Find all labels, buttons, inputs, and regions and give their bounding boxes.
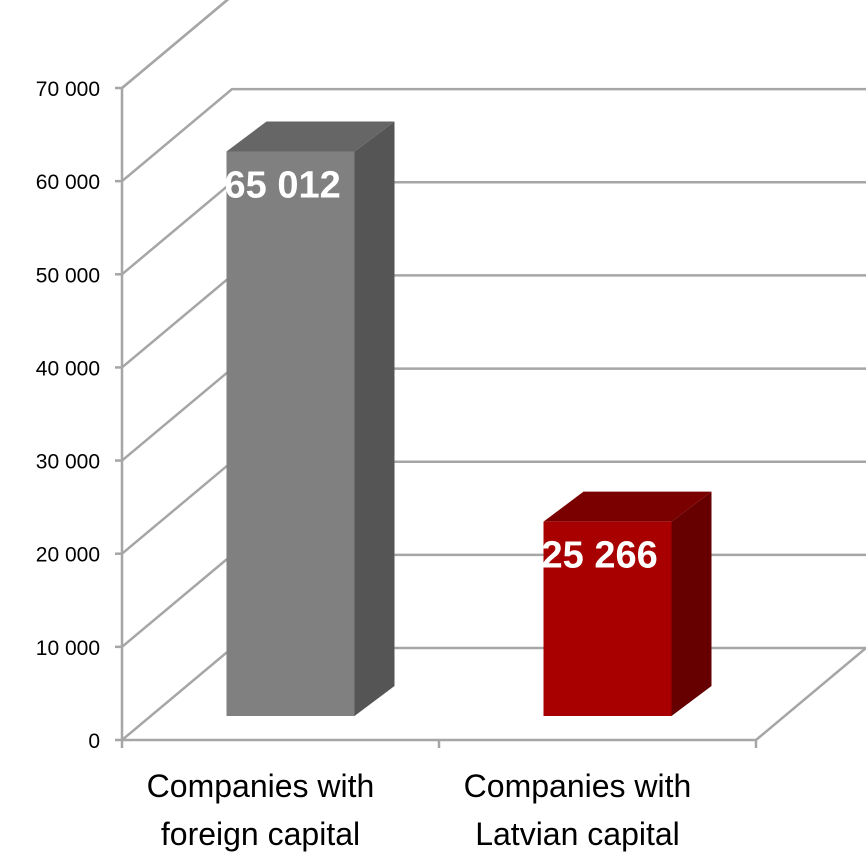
bar-front xyxy=(543,521,672,716)
bar-front xyxy=(226,151,355,716)
bar-2 xyxy=(543,491,712,716)
category-label: Companies with xyxy=(147,768,375,804)
floor-right-edge xyxy=(755,647,866,741)
y-tick-label: 70 000 xyxy=(36,78,100,101)
labels: 0 10 000 20 000 30 000 40 000 50 000 60 000 70 … xyxy=(36,78,692,852)
y-tick-label: 60 000 xyxy=(36,171,100,194)
bar-side xyxy=(354,121,395,716)
gridline xyxy=(121,87,866,183)
bar-side xyxy=(671,491,712,716)
category-label: foreign capital xyxy=(161,816,360,852)
bar-top xyxy=(543,491,712,522)
gridline xyxy=(121,0,230,89)
y-tick-label: 0 xyxy=(88,730,100,753)
category-label: Latvian capital xyxy=(475,816,680,852)
data-label: 25 266 xyxy=(542,535,658,577)
data-label: 65 012 xyxy=(225,164,341,206)
axes xyxy=(115,86,758,748)
bars xyxy=(226,121,712,716)
bar-1 xyxy=(226,121,395,716)
category-label: Companies with xyxy=(464,768,692,804)
bar-top xyxy=(226,121,395,152)
y-tick-label: 10 000 xyxy=(36,637,100,660)
y-tick-label: 40 000 xyxy=(36,357,100,380)
y-tick-label: 30 000 xyxy=(36,451,100,474)
y-tick-label: 20 000 xyxy=(36,544,100,567)
y-tick-label: 50 000 xyxy=(36,264,100,287)
